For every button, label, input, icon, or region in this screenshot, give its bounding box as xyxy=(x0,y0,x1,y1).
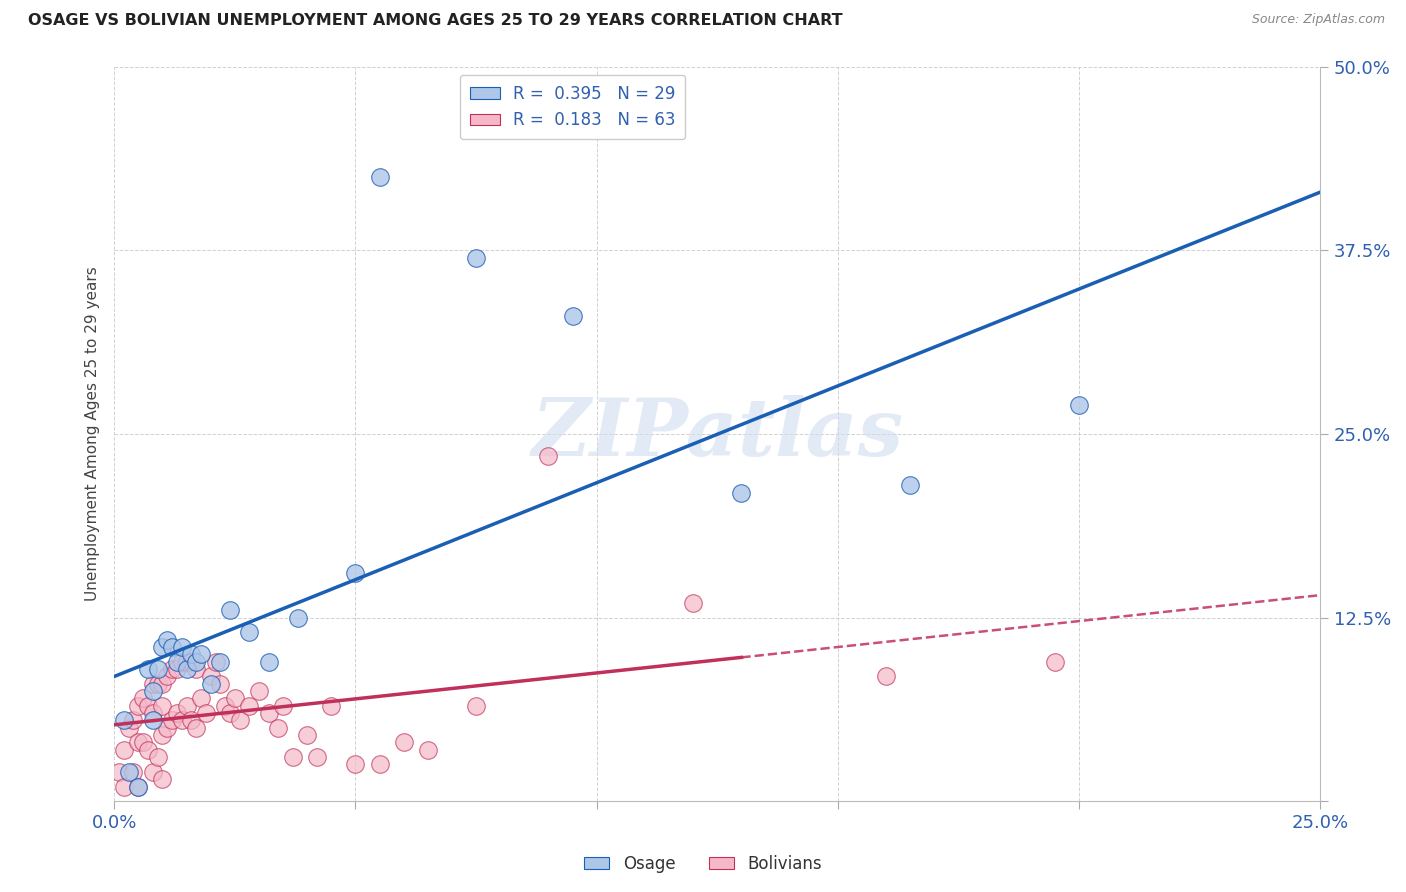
Point xyxy=(152,640,174,654)
Point xyxy=(108,764,131,779)
Point xyxy=(190,691,212,706)
Point xyxy=(142,684,165,698)
Point xyxy=(176,662,198,676)
Point xyxy=(132,735,155,749)
Point xyxy=(224,691,246,706)
Point xyxy=(152,676,174,690)
Text: Source: ZipAtlas.com: Source: ZipAtlas.com xyxy=(1251,13,1385,27)
Point xyxy=(142,676,165,690)
Point xyxy=(238,625,260,640)
Point xyxy=(176,698,198,713)
Point xyxy=(416,743,439,757)
Point xyxy=(160,662,183,676)
Point xyxy=(682,596,704,610)
Point xyxy=(186,721,208,735)
Point xyxy=(281,750,304,764)
Point xyxy=(132,691,155,706)
Point xyxy=(257,655,280,669)
Point xyxy=(156,721,179,735)
Point xyxy=(219,706,242,720)
Point xyxy=(118,721,141,735)
Point xyxy=(152,772,174,787)
Point xyxy=(180,648,202,662)
Point xyxy=(170,640,193,654)
Point xyxy=(465,698,488,713)
Point xyxy=(344,566,367,581)
Point xyxy=(136,698,159,713)
Point xyxy=(214,698,236,713)
Legend: Osage, Bolivians: Osage, Bolivians xyxy=(578,848,828,880)
Point xyxy=(561,310,583,324)
Point xyxy=(166,706,188,720)
Point xyxy=(344,757,367,772)
Y-axis label: Unemployment Among Ages 25 to 29 years: Unemployment Among Ages 25 to 29 years xyxy=(86,267,100,601)
Point xyxy=(160,714,183,728)
Point xyxy=(271,698,294,713)
Point xyxy=(142,706,165,720)
Point xyxy=(730,485,752,500)
Text: ZIPatlas: ZIPatlas xyxy=(531,395,904,473)
Point xyxy=(142,764,165,779)
Point xyxy=(122,714,145,728)
Point xyxy=(305,750,328,764)
Point xyxy=(112,743,135,757)
Point xyxy=(321,698,343,713)
Point xyxy=(176,655,198,669)
Point xyxy=(287,610,309,624)
Point xyxy=(392,735,415,749)
Point xyxy=(190,648,212,662)
Text: OSAGE VS BOLIVIAN UNEMPLOYMENT AMONG AGES 25 TO 29 YEARS CORRELATION CHART: OSAGE VS BOLIVIAN UNEMPLOYMENT AMONG AGE… xyxy=(28,13,842,29)
Point xyxy=(142,714,165,728)
Point xyxy=(368,169,391,184)
Point xyxy=(166,662,188,676)
Point xyxy=(465,251,488,265)
Point xyxy=(146,676,169,690)
Point xyxy=(204,655,226,669)
Point xyxy=(166,655,188,669)
Point xyxy=(160,640,183,654)
Point xyxy=(209,676,232,690)
Point xyxy=(200,669,222,683)
Point xyxy=(180,655,202,669)
Point xyxy=(156,632,179,647)
Point xyxy=(257,706,280,720)
Point xyxy=(537,449,560,463)
Point xyxy=(200,676,222,690)
Point xyxy=(186,655,208,669)
Point xyxy=(136,662,159,676)
Point xyxy=(180,714,202,728)
Point xyxy=(112,714,135,728)
Point xyxy=(170,655,193,669)
Point xyxy=(127,735,149,749)
Point xyxy=(295,728,318,742)
Point xyxy=(152,698,174,713)
Point xyxy=(228,714,250,728)
Point xyxy=(247,684,270,698)
Point xyxy=(118,764,141,779)
Point xyxy=(146,750,169,764)
Point xyxy=(898,478,921,492)
Point xyxy=(219,603,242,617)
Point xyxy=(152,728,174,742)
Point xyxy=(127,780,149,794)
Point xyxy=(209,655,232,669)
Point xyxy=(368,757,391,772)
Point xyxy=(186,662,208,676)
Point xyxy=(156,669,179,683)
Legend: R =  0.395   N = 29, R =  0.183   N = 63: R = 0.395 N = 29, R = 0.183 N = 63 xyxy=(460,75,686,139)
Point xyxy=(875,669,897,683)
Point xyxy=(238,698,260,713)
Point xyxy=(146,662,169,676)
Point xyxy=(127,780,149,794)
Point xyxy=(122,764,145,779)
Point xyxy=(1043,655,1066,669)
Point xyxy=(1069,397,1091,411)
Point xyxy=(127,698,149,713)
Point xyxy=(136,743,159,757)
Point xyxy=(112,780,135,794)
Point xyxy=(170,714,193,728)
Point xyxy=(267,721,290,735)
Point xyxy=(194,706,217,720)
